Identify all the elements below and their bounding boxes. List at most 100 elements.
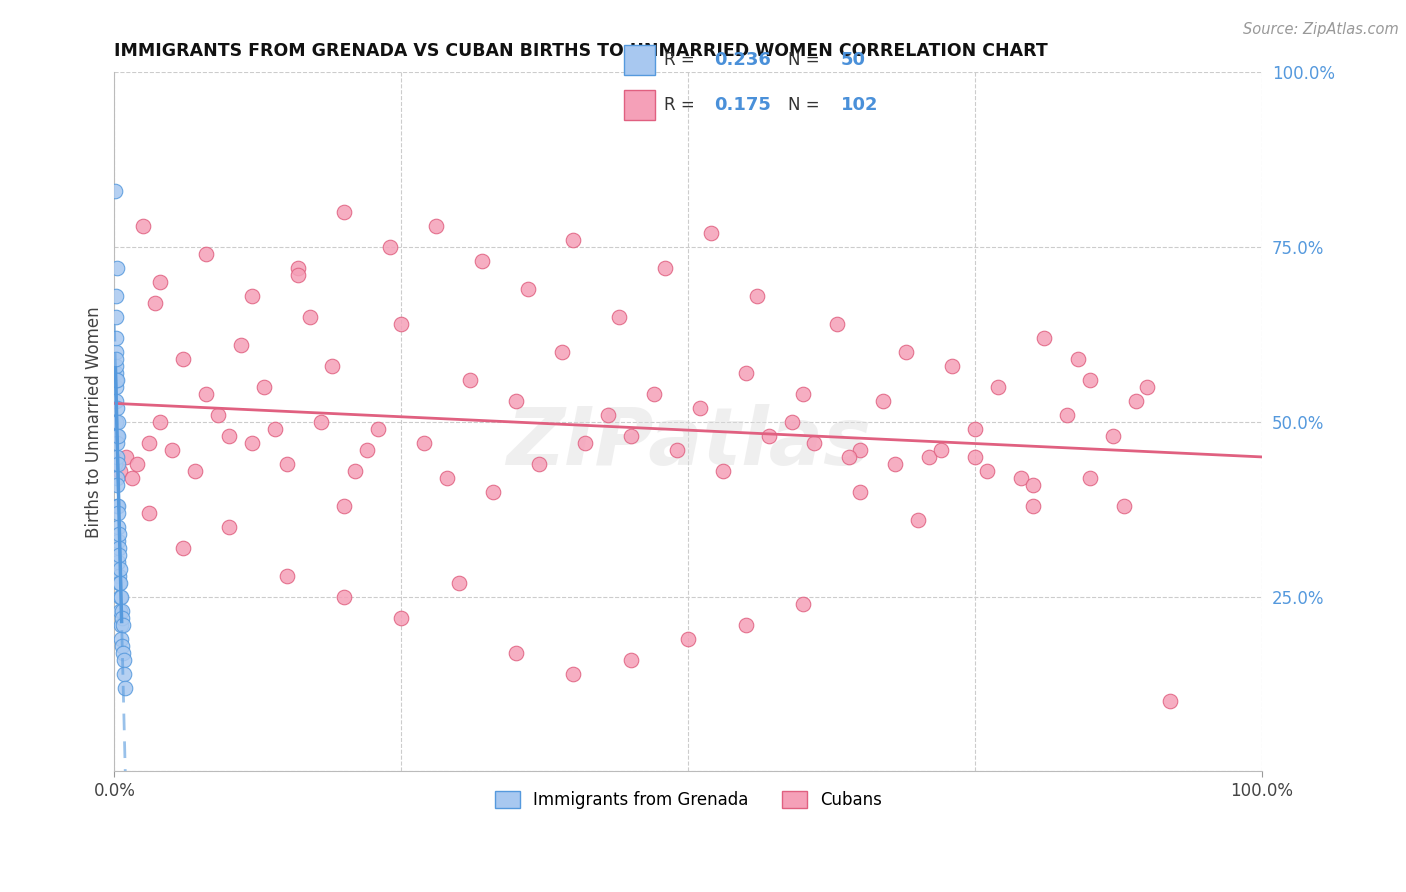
Point bbox=[104, 359, 127, 373]
Point bbox=[883, 457, 905, 471]
Point bbox=[108, 590, 131, 604]
Point bbox=[132, 219, 155, 234]
Point bbox=[527, 457, 550, 471]
Point bbox=[195, 247, 218, 261]
Point bbox=[551, 345, 574, 359]
Point bbox=[849, 484, 872, 499]
Point bbox=[1033, 331, 1056, 345]
Text: 102: 102 bbox=[841, 96, 877, 114]
Point bbox=[689, 401, 711, 415]
Point bbox=[104, 366, 127, 380]
Text: Source: ZipAtlas.com: Source: ZipAtlas.com bbox=[1243, 22, 1399, 37]
Point bbox=[827, 317, 849, 331]
Point bbox=[107, 457, 129, 471]
Point bbox=[1125, 393, 1147, 408]
Point bbox=[121, 471, 143, 485]
Point bbox=[1010, 471, 1032, 485]
Point bbox=[264, 422, 287, 436]
Text: R =: R = bbox=[664, 96, 700, 114]
Point bbox=[654, 261, 676, 276]
Point bbox=[114, 681, 136, 695]
Point bbox=[127, 457, 149, 471]
Point bbox=[105, 373, 128, 387]
FancyBboxPatch shape bbox=[624, 90, 655, 120]
Point bbox=[734, 617, 756, 632]
Text: N =: N = bbox=[787, 96, 825, 114]
Point bbox=[780, 415, 803, 429]
Point bbox=[1021, 478, 1043, 492]
Point bbox=[108, 464, 131, 478]
Point bbox=[643, 387, 665, 401]
Point bbox=[105, 471, 128, 485]
Point bbox=[207, 408, 229, 422]
Point bbox=[108, 604, 131, 618]
Point bbox=[929, 442, 952, 457]
Point bbox=[107, 429, 129, 443]
Point bbox=[252, 380, 274, 394]
Point bbox=[1101, 429, 1123, 443]
Point bbox=[107, 506, 129, 520]
Text: N =: N = bbox=[787, 51, 825, 69]
Point bbox=[107, 533, 129, 548]
Point bbox=[107, 499, 129, 513]
Point bbox=[918, 450, 941, 464]
Point bbox=[110, 632, 132, 646]
Point bbox=[108, 575, 131, 590]
Point bbox=[333, 590, 356, 604]
Point bbox=[676, 632, 699, 646]
Text: R =: R = bbox=[664, 51, 700, 69]
Point bbox=[309, 415, 332, 429]
Point bbox=[104, 310, 127, 324]
Point bbox=[620, 652, 643, 666]
Point bbox=[298, 310, 321, 324]
Point bbox=[941, 359, 963, 373]
Point bbox=[111, 617, 134, 632]
Point bbox=[107, 415, 129, 429]
Point bbox=[107, 526, 129, 541]
Point bbox=[105, 429, 128, 443]
Point bbox=[105, 373, 128, 387]
Point bbox=[104, 380, 127, 394]
Point bbox=[609, 310, 631, 324]
Point bbox=[105, 499, 128, 513]
Point bbox=[276, 568, 298, 582]
Point bbox=[105, 351, 128, 366]
Point bbox=[110, 575, 132, 590]
Point bbox=[574, 435, 596, 450]
Point bbox=[218, 520, 240, 534]
Point bbox=[108, 548, 131, 562]
Point bbox=[620, 429, 643, 443]
Point bbox=[389, 317, 412, 331]
Point bbox=[333, 499, 356, 513]
Point bbox=[107, 555, 129, 569]
Point bbox=[471, 254, 494, 268]
Point bbox=[105, 478, 128, 492]
Point bbox=[108, 562, 131, 576]
Point bbox=[562, 666, 585, 681]
Point bbox=[111, 646, 134, 660]
Text: 0.175: 0.175 bbox=[714, 96, 770, 114]
Point bbox=[149, 275, 172, 289]
Point bbox=[184, 464, 207, 478]
Point bbox=[389, 610, 412, 624]
Point bbox=[436, 471, 458, 485]
Point bbox=[112, 652, 135, 666]
Point bbox=[1078, 373, 1101, 387]
Point bbox=[665, 442, 688, 457]
Legend: Immigrants from Grenada, Cubans: Immigrants from Grenada, Cubans bbox=[488, 784, 889, 815]
Text: 50: 50 bbox=[841, 51, 866, 69]
Point bbox=[505, 393, 527, 408]
Point bbox=[965, 450, 987, 464]
Point bbox=[105, 331, 128, 345]
Point bbox=[378, 240, 401, 254]
Text: 0.236: 0.236 bbox=[714, 51, 770, 69]
Point bbox=[700, 226, 723, 240]
Point bbox=[276, 457, 298, 471]
Point bbox=[107, 568, 129, 582]
Text: IMMIGRANTS FROM GRENADA VS CUBAN BIRTHS TO UNMARRIED WOMEN CORRELATION CHART: IMMIGRANTS FROM GRENADA VS CUBAN BIRTHS … bbox=[114, 42, 1047, 60]
Point bbox=[287, 261, 309, 276]
Point bbox=[562, 233, 585, 247]
Point bbox=[849, 442, 872, 457]
Point bbox=[458, 373, 481, 387]
Point bbox=[107, 520, 129, 534]
